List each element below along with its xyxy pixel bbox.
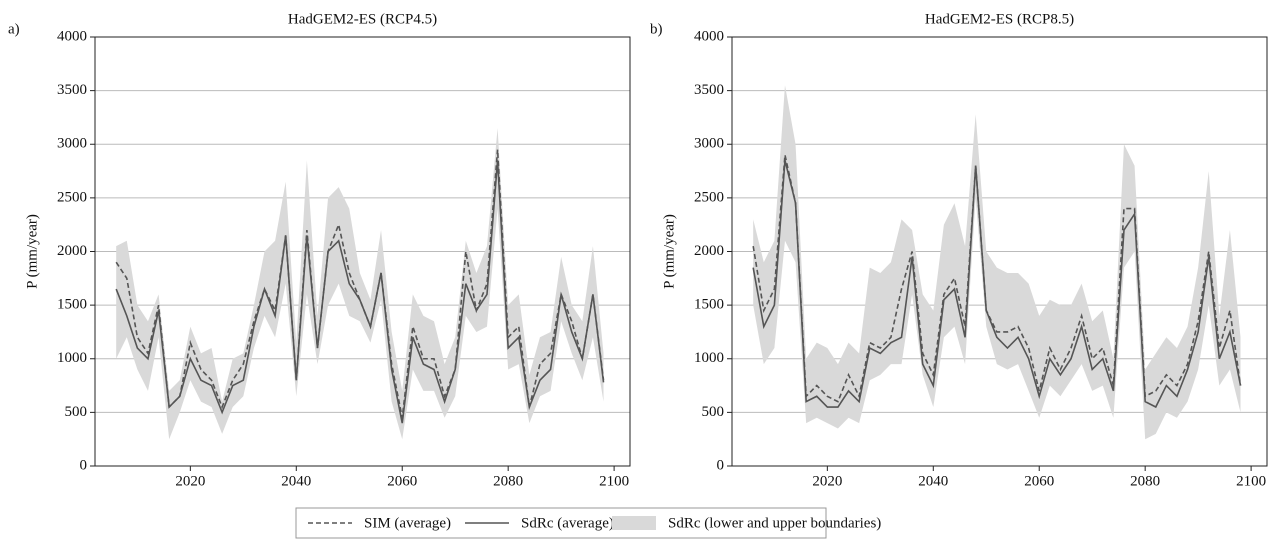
legend-label: SIM (average)	[364, 515, 451, 531]
axes-frame	[731, 36, 1268, 467]
y-tick-label: 500	[65, 404, 88, 420]
y-tick-label: 500	[702, 404, 725, 420]
y-axis-label: P (mm/year)	[24, 214, 40, 289]
y-tick-label: 4000	[694, 28, 724, 44]
x-tick-label: 2040	[918, 473, 948, 489]
x-tick-label: 2100	[599, 473, 629, 489]
y-tick-label: 0	[80, 457, 88, 473]
y-tick-label: 3000	[57, 136, 87, 152]
y-tick-label: 1000	[57, 350, 87, 366]
legend-label: SdRc (average)	[521, 515, 614, 531]
y-tick-label: 2500	[694, 189, 724, 205]
x-tick-label: 2060	[387, 473, 417, 489]
sim-line	[752, 154, 1242, 403]
y-tick-label: 3500	[57, 82, 87, 98]
y-tick-label: 2000	[694, 243, 724, 259]
y-tick-label: 1500	[694, 297, 724, 313]
panel-label: b)	[650, 21, 663, 37]
x-tick-label: 2040	[281, 473, 311, 489]
chart-title: HadGEM2-ES (RCP8.5)	[925, 11, 1074, 27]
y-tick-label: 0	[717, 457, 725, 473]
legend-box	[295, 507, 827, 539]
axes-frame	[94, 36, 631, 467]
chart-title: HadGEM2-ES (RCP4.5)	[288, 11, 437, 27]
x-tick-label: 2020	[175, 473, 205, 489]
y-tick-label: 2500	[57, 189, 87, 205]
legend-swatch	[612, 516, 656, 530]
y-tick-label: 1500	[57, 297, 87, 313]
x-tick-label: 2080	[1130, 473, 1160, 489]
y-tick-label: 3500	[694, 82, 724, 98]
y-axis-label: P (mm/year)	[661, 214, 677, 289]
x-tick-label: 2100	[1236, 473, 1266, 489]
y-tick-label: 1000	[694, 350, 724, 366]
x-tick-label: 2080	[493, 473, 523, 489]
panel-label: a)	[8, 21, 20, 37]
y-tick-label: 3000	[694, 136, 724, 152]
legend-label: SdRc (lower and upper boundaries)	[668, 515, 881, 531]
y-tick-label: 2000	[57, 243, 87, 259]
boundary-band	[116, 128, 604, 440]
x-tick-label: 2020	[812, 473, 842, 489]
sdrc-line	[752, 160, 1242, 409]
y-tick-label: 4000	[57, 28, 87, 44]
sdrc-line	[115, 160, 605, 424]
x-tick-label: 2060	[1024, 473, 1054, 489]
